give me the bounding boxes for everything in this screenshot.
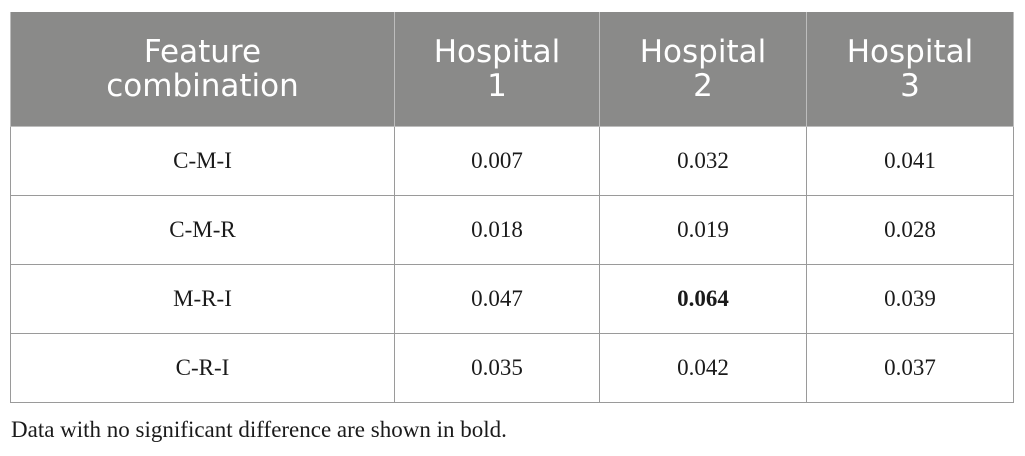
- row-label: C-M-R: [10, 195, 395, 265]
- cell-value: 0.037: [806, 333, 1014, 403]
- cell-value: 0.032: [599, 126, 807, 196]
- cell-value: 0.039: [806, 264, 1014, 334]
- cell-value-bold: 0.064: [599, 264, 807, 334]
- table-header: Feature combination Hospital 1 Hospital …: [10, 12, 1014, 127]
- row-label: C-M-I: [10, 126, 395, 196]
- header-row: Feature combination Hospital 1 Hospital …: [10, 12, 1014, 127]
- cell-value: 0.007: [394, 126, 600, 196]
- table-footnote: Data with no significant difference are …: [11, 417, 507, 442]
- table-row: C-M-R 0.018 0.019 0.028: [10, 195, 1014, 265]
- results-table-container: Feature combination Hospital 1 Hospital …: [10, 12, 1014, 403]
- cell-value: 0.018: [394, 195, 600, 265]
- table-row: C-R-I 0.035 0.042 0.037: [10, 333, 1014, 403]
- header-hospital-2: Hospital 2: [599, 12, 807, 127]
- cell-value: 0.019: [599, 195, 807, 265]
- cell-value: 0.035: [394, 333, 600, 403]
- table-row: M-R-I 0.047 0.064 0.039: [10, 264, 1014, 334]
- header-feature-combination: Feature combination: [10, 12, 395, 127]
- table-body: C-M-I 0.007 0.032 0.041 C-M-R 0.018 0.01…: [10, 126, 1014, 403]
- header-hospital-1: Hospital 1: [394, 12, 600, 127]
- cell-value: 0.042: [599, 333, 807, 403]
- table-row: C-M-I 0.007 0.032 0.041: [10, 126, 1014, 196]
- cell-value: 0.041: [806, 126, 1014, 196]
- row-label: M-R-I: [10, 264, 395, 334]
- header-hospital-3: Hospital 3: [806, 12, 1014, 127]
- row-label: C-R-I: [10, 333, 395, 403]
- cell-value: 0.047: [394, 264, 600, 334]
- results-table: Feature combination Hospital 1 Hospital …: [10, 12, 1014, 403]
- cell-value: 0.028: [806, 195, 1014, 265]
